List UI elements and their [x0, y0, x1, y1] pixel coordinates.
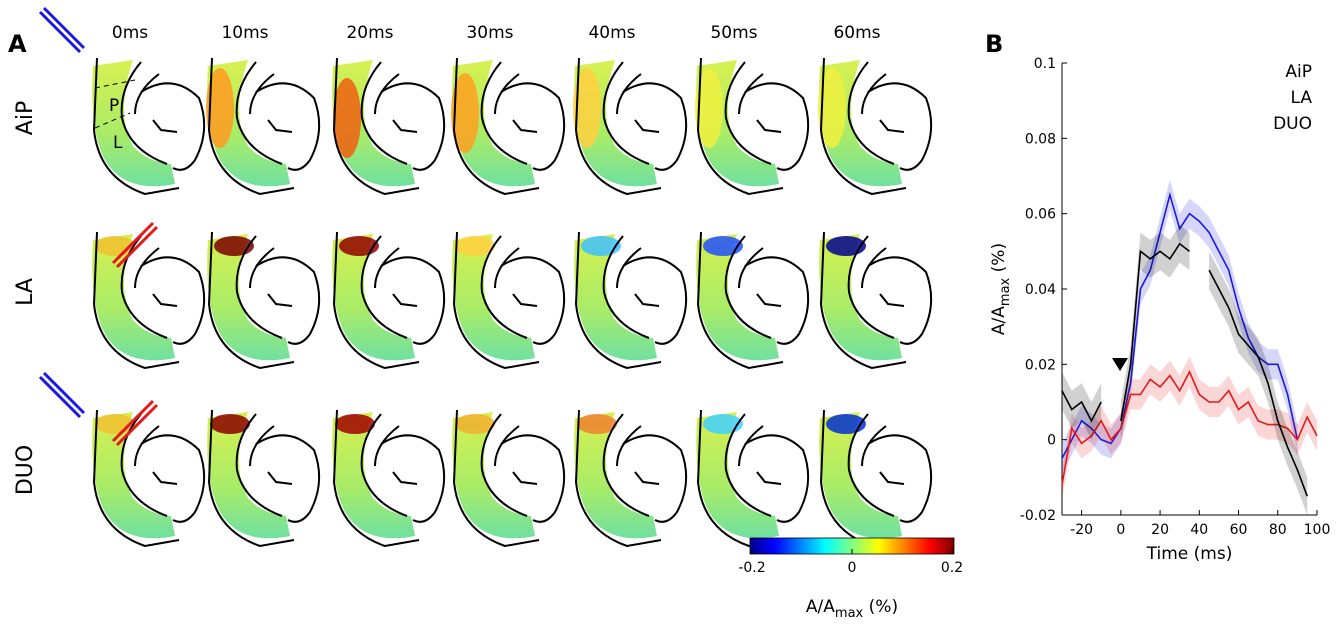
x-tick-label: -20	[1070, 522, 1093, 538]
brain-slice	[206, 58, 319, 194]
outline	[862, 248, 886, 288]
slice-grid: 0ms 10ms 20ms 30ms 40ms 50ms 60ms AiP PL LA DUO	[13, 23, 931, 546]
outline	[862, 74, 886, 114]
brain-slice: PL	[92, 58, 204, 194]
y-tick-label: -0.02	[1020, 508, 1056, 524]
x-axis-label: Time (ms)	[1146, 544, 1233, 564]
y-tick-label: 0	[1047, 433, 1056, 449]
outline	[739, 74, 763, 114]
y-tick-label: 0.02	[1025, 357, 1056, 373]
brain-slice	[452, 232, 564, 368]
x-tick-label: 100	[1304, 522, 1331, 538]
brain-slice	[207, 232, 319, 368]
brain-slice	[332, 410, 444, 546]
tissue	[92, 60, 175, 186]
panel-label: A	[8, 30, 27, 58]
outline	[375, 248, 399, 288]
colorbar-label: A/Amax (%)	[806, 597, 898, 621]
time-label: 60ms	[833, 23, 880, 43]
panel-label: B	[985, 30, 1003, 58]
brain-slice	[332, 58, 444, 194]
outline	[135, 248, 159, 288]
x-tick-label: 80	[1269, 522, 1287, 538]
y-tick-label: 0.08	[1025, 131, 1056, 147]
brain-slice	[207, 410, 319, 546]
legend-entry: AiP	[1285, 62, 1312, 82]
outline	[250, 248, 274, 288]
y-tick-label: 0.04	[1025, 282, 1056, 298]
y-axis-label-part: A/A	[989, 306, 1009, 335]
brain-slice	[696, 232, 808, 368]
legend-entry: LA	[1291, 88, 1313, 108]
brain-slice	[451, 58, 564, 194]
row-label: DUO	[13, 445, 38, 495]
x-tick-label: 20	[1151, 522, 1169, 538]
outline	[135, 74, 159, 114]
time-label: 0ms	[112, 23, 148, 43]
y-tick-label: 0.1	[1034, 56, 1056, 72]
region-label: L	[113, 133, 123, 153]
brain-slice	[573, 58, 686, 194]
brain-slice	[92, 410, 204, 546]
y-axis-label: A/Amax (%)	[989, 243, 1013, 335]
outline	[617, 74, 641, 114]
outline	[862, 426, 886, 466]
x-tick-label: 60	[1230, 522, 1248, 538]
outline	[495, 426, 519, 466]
outline	[375, 426, 399, 466]
colorbar-tick-label: 0.2	[941, 560, 963, 576]
colorbar-tick-label: 0	[848, 560, 857, 576]
stimulus-marker	[1112, 358, 1128, 371]
outline	[739, 248, 763, 288]
brain-slice	[818, 58, 931, 194]
brain-slice	[819, 232, 931, 368]
y-axis-label-part: max	[998, 277, 1013, 306]
time-label: 40ms	[588, 23, 635, 43]
time-label: 50ms	[710, 23, 757, 43]
figure: A B 0ms 10ms 20ms 30ms 40ms 50ms 60ms AiP PL LA DU…	[0, 0, 1344, 624]
legend-entry: DUO	[1273, 114, 1312, 134]
y-axis-label-part: (%)	[989, 243, 1009, 278]
brain-slice	[574, 410, 686, 546]
line-chart: -0.02 0 0.02 0.04 0.06 0.08 0.1 -20 0 20 40 60 80 100…	[989, 56, 1330, 564]
row-label: LA	[13, 278, 38, 306]
y-tick-label: 0.06	[1025, 207, 1056, 223]
outline	[375, 74, 399, 114]
time-label: 20ms	[346, 23, 393, 43]
time-label: 30ms	[466, 23, 513, 43]
brain-slice	[819, 410, 931, 546]
brain-slice	[452, 410, 564, 546]
outline	[250, 74, 274, 114]
brain-slice	[695, 58, 808, 194]
brain-slice	[92, 232, 204, 368]
outline	[250, 426, 274, 466]
colorbar-tick-label: -0.2	[738, 560, 765, 576]
brain-slice	[574, 232, 686, 368]
outline	[495, 248, 519, 288]
outline	[739, 426, 763, 466]
brain-slice	[696, 410, 808, 546]
x-tick-label: 40	[1190, 522, 1208, 538]
row-label: AiP	[13, 101, 38, 135]
outline	[617, 426, 641, 466]
time-label: 10ms	[221, 23, 268, 43]
x-tick-label: 0	[1116, 522, 1125, 538]
brain-slice	[332, 232, 444, 368]
region-label: P	[109, 96, 119, 116]
outline	[135, 426, 159, 466]
outline	[617, 248, 641, 288]
outline	[495, 74, 519, 114]
